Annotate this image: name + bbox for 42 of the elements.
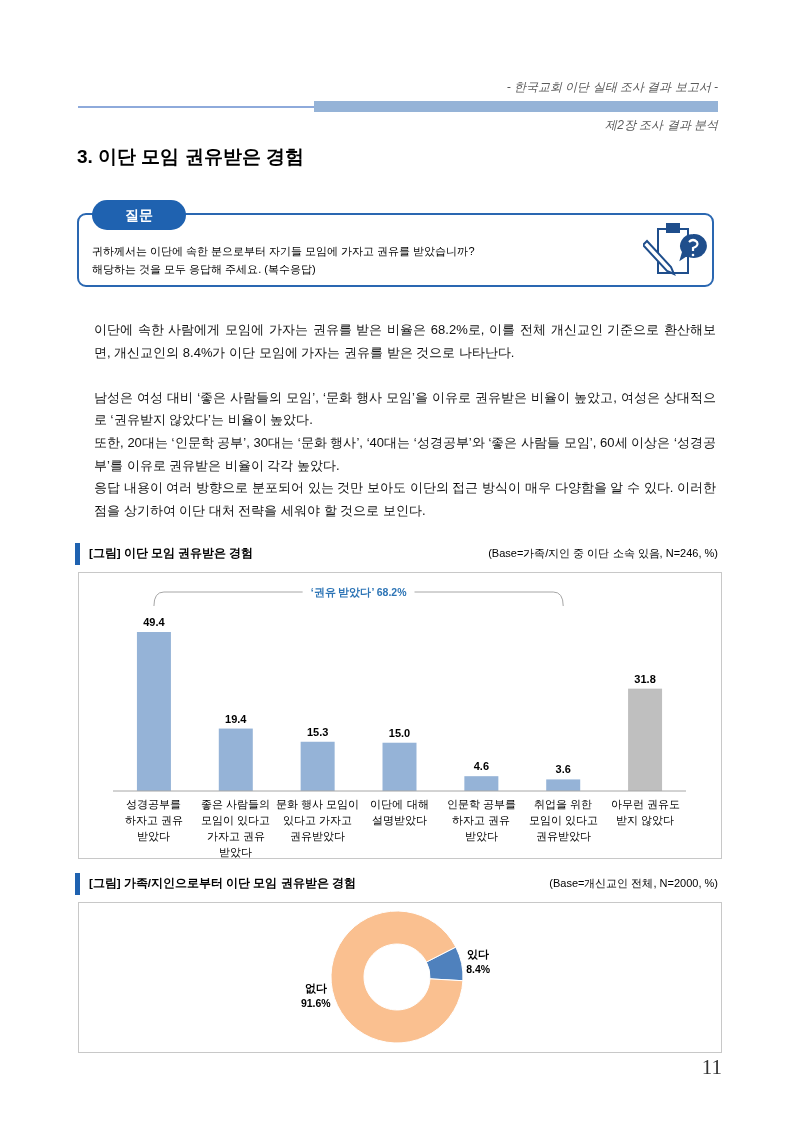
bar bbox=[464, 776, 499, 791]
data-label: 15.3 bbox=[306, 725, 329, 738]
text: ‘권유 받았다’ 68.2% bbox=[310, 586, 408, 598]
chart-title: [그림] 가족/지인으로부터 이단 모임 권유받은 경험 bbox=[89, 876, 356, 891]
text: 이단에 속한 사람에게 모임에 가자는 권유를 받은 비율은 68.2%로, 이를 전체 개신교인 기준으로 환산해보면, 개신교인의 8.4%가 이단 모임에 가자는 권유를 받은 것으로 나타난다. bbox=[94, 321, 716, 362]
text: 남성은 여성 대비 ‘좋은 사람들의 모임’, ‘문화 행사 모임’을 이유로 권유받은 비율이 높았고, 여성은 상대적으로 ‘권유받지 않았다’는 비율이 높았다. bbox=[94, 388, 716, 430]
text: (Base=개신교인 전체, N=2000, %) bbox=[549, 876, 718, 891]
text: 해당하는 것을 모두 응답해 주세요. (복수응답) bbox=[92, 262, 316, 277]
text: 11 bbox=[701, 1055, 722, 1080]
x-tick-label: 인문학 공부를 하자고 권유 받았다 bbox=[446, 798, 516, 842]
data-label: 31.8 bbox=[634, 672, 656, 685]
chart-subtitle: (Base=가족/지인 중 이단 소속 있음, N=246, %) bbox=[488, 546, 718, 561]
data-label: 91.6% bbox=[300, 997, 332, 1010]
x-tick-label: 문화 행사 모임이 있다고 가자고 권유받았다 bbox=[276, 798, 360, 842]
text: 또한, 20대는 ‘인문학 공부’, 30대는 ‘문화 행사’, ‘40대는 ‘성경공부’와 ‘좋은 사람들 모임’, 60세 이상은 ‘성경공부’를 이유로 권유받은 비율이 각각 높았다. bbox=[94, 433, 716, 475]
text: 응답 내용이 여러 방향으로 분포되어 있는 것만 보아도 이단의 접근 방식이 매우 다양함을 알 수 있다. 이러한 점을 상기하여 이단 대처 전략을 세워야 할 것으로 보인다. bbox=[94, 479, 716, 520]
bar bbox=[546, 779, 581, 791]
bar bbox=[628, 688, 663, 791]
data-label: 8.4% bbox=[466, 962, 491, 975]
data-label: 15.0 bbox=[388, 726, 411, 739]
data-label: 4.6 bbox=[473, 760, 490, 773]
x-tick-label: 취업을 위한 모임이 있다고 권유받았다 bbox=[528, 798, 598, 842]
x-tick-label: 아무런 권유도 받지 않았다 bbox=[610, 798, 680, 826]
x-tick-label: 성경공부를 하자고 권유 받았다 bbox=[124, 798, 183, 842]
slice-label: 없다 bbox=[304, 982, 327, 995]
text: 제2장 조사 결과 분석 bbox=[605, 117, 718, 134]
bar bbox=[218, 728, 253, 791]
text: 귀하께서는 이단에 속한 분으로부터 자기들 모임에 가자고 권유를 받았습니까? bbox=[92, 244, 475, 259]
text: 질문 bbox=[92, 200, 186, 230]
bar bbox=[382, 742, 417, 791]
x-tick-label: 좋은 사람들의 모임이 있다고 가자고 권유 받았다 bbox=[201, 798, 271, 858]
data-label: 49.4 bbox=[143, 616, 166, 628]
text: 3. 이단 모임 권유받은 경험 bbox=[77, 145, 304, 169]
data-label: 19.4 bbox=[225, 712, 248, 725]
data-label: 3.6 bbox=[555, 763, 571, 776]
slice-label: 있다 bbox=[467, 947, 490, 960]
bar bbox=[136, 632, 171, 791]
chart-title: [그림] 이단 모임 권유받은 경험 bbox=[89, 546, 254, 561]
text: - 한국교회 이단 실태 조사 결과 보고서 - bbox=[506, 79, 718, 96]
bar bbox=[300, 741, 335, 791]
x-tick-label: 이단에 대해 설명받았다 bbox=[370, 798, 429, 826]
donut-slice bbox=[330, 910, 464, 1044]
